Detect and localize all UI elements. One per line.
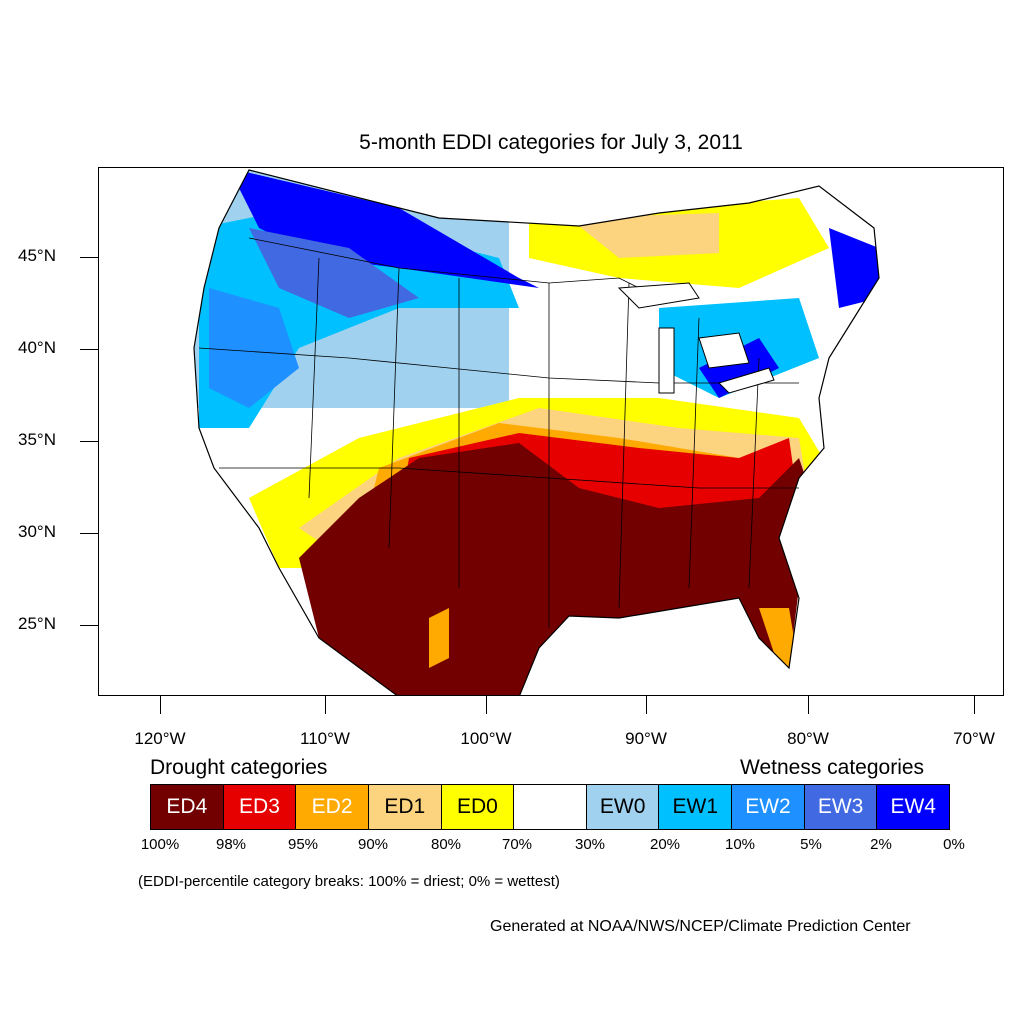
break-label: 0% [943, 836, 965, 853]
lat-label-25: 25°N [18, 614, 56, 633]
break-label: 10% [724, 836, 756, 853]
lat-tick [80, 349, 98, 350]
lat-tick [80, 257, 98, 258]
legend-swatch-ed4: ED4 [151, 785, 224, 829]
break-label: 30% [574, 836, 606, 853]
legend-swatch-ew1: EW1 [659, 785, 733, 829]
lon-tick [808, 696, 809, 714]
lon-tick [160, 696, 161, 714]
lat-label-30: 30°N [18, 522, 56, 541]
legend-swatch-ew3: EW3 [804, 785, 878, 829]
break-label: 5% [800, 836, 822, 853]
legend-swatch-neutral [514, 785, 587, 829]
lon-tick [486, 696, 487, 714]
legend-swatch-ew4: EW4 [877, 785, 950, 829]
credit-line: Generated at NOAA/NWS/NCEP/Climate Predi… [490, 918, 911, 935]
break-label: 70% [501, 836, 533, 853]
break-label: 95% [287, 836, 319, 853]
map-title: 5-month EDDI categories for July 3, 2011 [359, 131, 743, 154]
lat-label-45: 45°N [18, 246, 56, 265]
category-fill [194, 170, 879, 695]
break-label: 2% [870, 836, 892, 853]
lat-label-40: 40°N [18, 338, 56, 357]
drought-heading: Drought categories [150, 756, 328, 779]
lat-tick [80, 533, 98, 534]
lat-tick [80, 441, 98, 442]
lon-label-110: 110°W [300, 729, 350, 748]
break-label: 80% [430, 836, 462, 853]
legend-swatch-ed2: ED2 [296, 785, 369, 829]
eddi-map [98, 167, 1004, 696]
lat-tick [80, 625, 98, 626]
lat-label-35: 35°N [18, 430, 56, 449]
coastline [193, 169, 880, 695]
lon-tick [974, 696, 975, 714]
legend-swatch-ed3: ED3 [223, 785, 297, 829]
break-label: 100% [140, 836, 180, 853]
map-canvas [193, 169, 880, 695]
lon-label-100: 100°W [460, 729, 512, 748]
lon-tick [646, 696, 647, 714]
category-legend: ED4 ED3 ED2 ED1 ED0 EW0 EW1 EW2 EW3 EW4 [150, 784, 950, 830]
break-label: 90% [357, 836, 389, 853]
break-label: 98% [215, 836, 247, 853]
legend-swatch-ew2: EW2 [732, 785, 805, 829]
lon-label-90: 90°W [625, 729, 667, 748]
great-lakes [617, 282, 775, 394]
legend-swatch-ew0: EW0 [586, 785, 660, 829]
break-label: 20% [649, 836, 681, 853]
wetness-heading: Wetness categories [740, 756, 925, 779]
category-breaks-note: (EDDI-percentile category breaks: 100% =… [138, 873, 560, 890]
state-boundaries [198, 237, 799, 628]
legend-swatch-ed1: ED1 [368, 785, 442, 829]
legend-swatch-ed0: ED0 [441, 785, 515, 829]
lon-label-80: 80°W [787, 729, 829, 748]
lon-label-70: 70°W [953, 729, 995, 748]
lon-tick [325, 696, 326, 714]
lon-label-120: 120°W [134, 729, 186, 748]
